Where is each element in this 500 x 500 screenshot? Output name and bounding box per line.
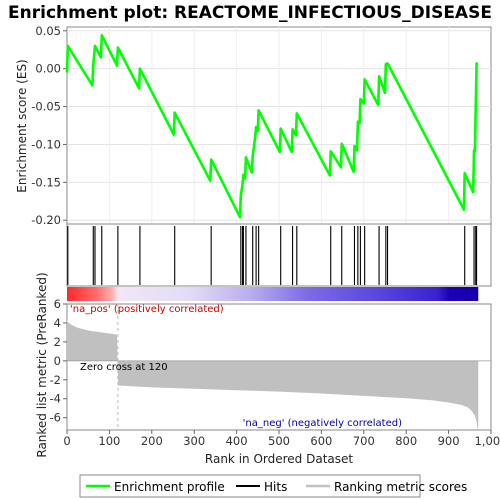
x-tick-label: 500: [268, 434, 290, 448]
es-y-ticks: 0.05 0.00 -0.05 -0.10 -0.15 -0.20: [31, 24, 67, 227]
es-ytick-label: 0.05: [35, 24, 61, 38]
x-tick-label: 100: [98, 434, 120, 448]
ranking-metric-area: [67, 304, 491, 430]
ranking-ytick-label: 0: [54, 354, 61, 368]
legend: Enrichment profile Hits Ranking metric sco…: [86, 480, 467, 494]
rank-color-gradient: [67, 287, 479, 301]
legend-label: Enrichment profile: [114, 480, 225, 494]
es-ytick-label: -0.20: [31, 213, 61, 227]
ranking-ytick-label: 2: [54, 335, 61, 349]
positive-correlation-label: 'na_pos' (positively correlated): [70, 304, 224, 315]
ranking-ytick-label: -6: [50, 411, 61, 425]
x-axis-label: Rank in Ordered Dataset: [205, 452, 353, 466]
es-ytick-label: 0.00: [35, 62, 61, 76]
es-y-axis-label: Enrichment score (ES): [15, 59, 29, 192]
x-tick-label: 200: [141, 434, 163, 448]
x-tick-label: 800: [395, 434, 417, 448]
ranking-metric-fill: [67, 319, 479, 430]
ranking-ytick-label: 4: [54, 316, 61, 330]
ranking-ytick-label: -2: [50, 373, 61, 387]
x-tick-label: 400: [226, 434, 248, 448]
ranking-ytick-label: 6: [54, 297, 61, 311]
x-tick-label: 0: [63, 434, 70, 448]
zero-cross-label: Zero cross at 120: [80, 362, 168, 373]
legend-label: Hits: [264, 480, 287, 494]
es-gridlines: [67, 27, 491, 224]
hits-panel-frame: [66, 223, 492, 287]
x-tick-label: 300: [183, 434, 205, 448]
rank-color-bar: [67, 287, 479, 301]
es-profile-polyline: [65, 33, 479, 219]
x-tick-label: 1,000: [475, 434, 500, 448]
negative-correlation-label: 'na_neg' (negatively correlated): [243, 418, 402, 429]
es-profile-line: [65, 33, 479, 219]
chart-title: Enrichment plot: REACTOME_INFECTIOUS_DIS…: [8, 3, 492, 23]
x-tick-label: 700: [353, 434, 375, 448]
es-ytick-label: -0.05: [31, 100, 61, 114]
es-ytick-label: -0.15: [31, 175, 61, 189]
ranking-x-ticks: 0 100 200 300 400 500 600 700 800 900 1,000: [63, 430, 500, 448]
legend-label: Ranking metric scores: [334, 480, 467, 494]
ranking-y-axis-label: Ranked list metric (PreRanked): [35, 272, 49, 457]
x-tick-label: 600: [310, 434, 332, 448]
es-ytick-label: -0.10: [31, 137, 61, 151]
ranking-y-ticks: 6 4 2 0 -2 -4 -6: [50, 297, 67, 425]
hits-marks: [67, 226, 478, 285]
x-tick-label: 900: [438, 434, 460, 448]
ranking-ytick-label: -4: [50, 392, 61, 406]
